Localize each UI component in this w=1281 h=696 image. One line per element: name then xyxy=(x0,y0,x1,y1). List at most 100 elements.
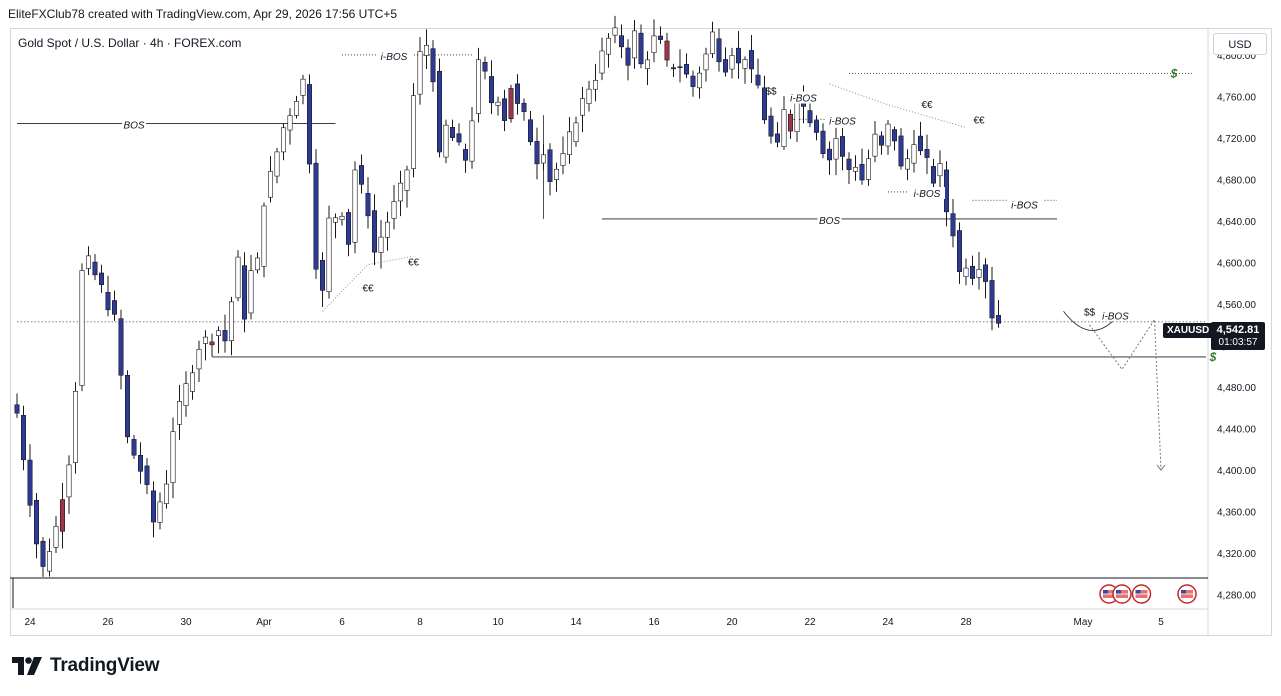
candle[interactable] xyxy=(138,442,144,484)
candle[interactable] xyxy=(170,417,176,499)
candle[interactable] xyxy=(833,127,839,176)
candle[interactable] xyxy=(255,252,261,274)
candle[interactable] xyxy=(651,19,657,63)
candle[interactable] xyxy=(384,211,390,251)
candle[interactable] xyxy=(332,213,338,239)
candle[interactable] xyxy=(742,56,748,84)
candle[interactable] xyxy=(826,141,832,175)
candle[interactable] xyxy=(807,102,813,128)
candle[interactable] xyxy=(781,96,787,151)
candle[interactable] xyxy=(495,96,501,116)
candle[interactable] xyxy=(976,251,982,290)
candle[interactable] xyxy=(813,115,819,141)
candle[interactable] xyxy=(378,219,384,269)
candle[interactable] xyxy=(280,123,286,161)
candle[interactable] xyxy=(820,123,826,159)
us-flag-event-icon[interactable] xyxy=(1131,584,1152,604)
candle[interactable] xyxy=(66,455,72,514)
candle[interactable] xyxy=(216,326,222,354)
candle[interactable] xyxy=(989,266,995,331)
candle[interactable] xyxy=(716,28,722,72)
candle[interactable] xyxy=(482,56,488,80)
candle[interactable] xyxy=(911,130,917,173)
candle[interactable] xyxy=(748,34,754,83)
candle[interactable] xyxy=(410,83,416,178)
candle[interactable] xyxy=(53,516,59,554)
candle[interactable] xyxy=(267,156,273,203)
candle[interactable] xyxy=(963,258,969,286)
candle[interactable] xyxy=(898,128,904,170)
candle[interactable] xyxy=(46,538,52,577)
candle[interactable] xyxy=(586,80,592,112)
candle[interactable] xyxy=(456,123,462,146)
candle[interactable] xyxy=(560,136,566,175)
candle[interactable] xyxy=(638,24,644,69)
candle[interactable] xyxy=(592,63,598,102)
candle[interactable] xyxy=(404,165,410,208)
candle[interactable] xyxy=(508,84,514,123)
candle[interactable] xyxy=(703,47,709,82)
candle[interactable] xyxy=(872,120,878,163)
currency-selector[interactable]: USD xyxy=(1213,33,1267,55)
candle[interactable] xyxy=(157,492,163,530)
candle[interactable] xyxy=(605,33,611,68)
candle[interactable] xyxy=(878,131,884,155)
candle[interactable] xyxy=(852,155,858,181)
candle[interactable] xyxy=(761,75,767,124)
candle[interactable] xyxy=(924,134,930,175)
candle[interactable] xyxy=(553,162,559,192)
candle[interactable] xyxy=(729,47,735,79)
candle[interactable] xyxy=(339,212,345,226)
candle[interactable] xyxy=(859,148,865,185)
candle[interactable] xyxy=(59,482,65,549)
candle[interactable] xyxy=(573,116,579,147)
candle[interactable] xyxy=(904,149,910,181)
candle[interactable] xyxy=(521,98,527,121)
candle[interactable] xyxy=(79,263,85,392)
candle[interactable] xyxy=(677,49,683,83)
candle[interactable] xyxy=(534,127,540,180)
candle[interactable] xyxy=(40,537,46,577)
candle[interactable] xyxy=(196,340,202,382)
candle[interactable] xyxy=(469,107,475,169)
candle[interactable] xyxy=(27,444,33,517)
candle[interactable] xyxy=(839,128,845,171)
candle[interactable] xyxy=(112,290,118,321)
candle[interactable] xyxy=(690,70,696,97)
candle[interactable] xyxy=(293,95,299,119)
candle[interactable] xyxy=(475,47,481,123)
candle[interactable] xyxy=(326,205,332,299)
candle[interactable] xyxy=(540,143,546,171)
candle[interactable] xyxy=(950,198,956,248)
candle[interactable] xyxy=(358,154,364,194)
candle[interactable] xyxy=(229,296,235,356)
candle[interactable] xyxy=(313,149,319,279)
candle[interactable] xyxy=(397,170,403,217)
candle[interactable] xyxy=(86,246,92,275)
tradingview-brand[interactable]: TradingView xyxy=(12,654,160,678)
candle[interactable] xyxy=(865,149,871,186)
candle[interactable] xyxy=(164,470,170,509)
candle[interactable] xyxy=(670,63,676,78)
candle[interactable] xyxy=(917,121,923,156)
candle[interactable] xyxy=(696,66,702,99)
candle[interactable] xyxy=(618,24,624,59)
candle[interactable] xyxy=(177,384,183,440)
candle[interactable] xyxy=(365,177,371,229)
candle[interactable] xyxy=(306,74,312,174)
candle[interactable] xyxy=(209,333,215,357)
candle[interactable] xyxy=(131,434,137,459)
candle[interactable] xyxy=(664,32,670,67)
candle[interactable] xyxy=(709,21,715,58)
candle[interactable] xyxy=(683,53,689,79)
candle[interactable] xyxy=(631,20,637,69)
candle[interactable] xyxy=(287,108,293,145)
candle[interactable] xyxy=(930,158,936,192)
candle[interactable] xyxy=(735,31,741,79)
candle[interactable] xyxy=(501,89,507,132)
candle[interactable] xyxy=(319,252,325,308)
candle[interactable] xyxy=(527,110,533,146)
candle[interactable] xyxy=(423,29,429,70)
us-flag-event-icon[interactable] xyxy=(1112,584,1132,604)
candle[interactable] xyxy=(183,371,189,417)
